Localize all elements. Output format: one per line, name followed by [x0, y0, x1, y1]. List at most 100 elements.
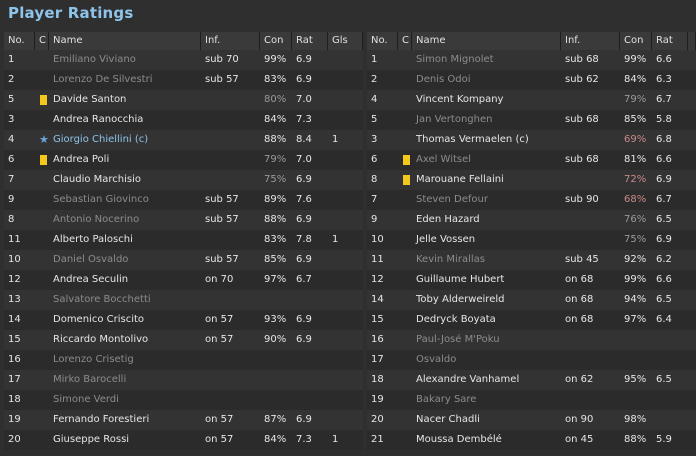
player-name[interactable]: Paul-José M'Poku [416, 334, 500, 345]
header-no[interactable]: No. [367, 32, 398, 50]
player-name[interactable]: Simon Mignolet [416, 54, 494, 65]
player-name[interactable]: Steven Defour [416, 194, 488, 205]
player-row[interactable]: 18 Simone Verdi [4, 390, 363, 410]
header-inf[interactable]: Inf. [201, 32, 260, 50]
player-name[interactable]: Jelle Vossen [416, 234, 476, 245]
player-name[interactable]: Eden Hazard [416, 214, 480, 225]
player-row[interactable]: 2 Denis Odoi sub 62 84% 6.3 [367, 70, 696, 90]
player-row[interactable]: 10 Daniel Osvaldo sub 57 85% 6.9 [4, 250, 363, 270]
player-rating: 7.3 [296, 114, 312, 125]
player-name[interactable]: Dedryck Boyata [416, 314, 496, 325]
player-row[interactable]: 10 Jelle Vossen 75% 6.9 [367, 230, 696, 250]
player-name[interactable]: Denis Odoi [416, 74, 471, 85]
header-con[interactable]: Con [260, 32, 292, 50]
player-name[interactable]: Davide Santon [53, 94, 127, 105]
player-row[interactable]: 17 Mirko Barocelli [4, 370, 363, 390]
player-row[interactable]: 6 Axel Witsel sub 68 81% 6.6 [367, 150, 696, 170]
player-row[interactable]: 12 Andrea Seculin on 70 97% 6.7 [4, 270, 363, 290]
player-name[interactable]: Guillaume Hubert [416, 274, 505, 285]
player-row[interactable]: 7 Claudio Marchisio 75% 6.9 [4, 170, 363, 190]
header-name[interactable]: Name [49, 32, 201, 50]
player-name[interactable]: Mirko Barocelli [53, 374, 127, 385]
player-row[interactable]: 16 Paul-José M'Poku [367, 330, 696, 350]
player-name[interactable]: Antonio Nocerino [53, 214, 140, 225]
player-name[interactable]: Thomas Vermaelen (c) [416, 134, 529, 145]
player-row[interactable]: 14 Toby Alderweireld on 68 94% 6.5 [367, 290, 696, 310]
player-name[interactable]: Moussa Dembélé [416, 434, 502, 445]
player-name[interactable]: Kevin Mirallas [416, 254, 485, 265]
player-name[interactable]: Riccardo Montolivo [53, 334, 149, 345]
header-c[interactable]: C [35, 32, 49, 50]
player-name[interactable]: Bakary Sare [416, 394, 477, 405]
header-c[interactable]: C [398, 32, 412, 50]
player-name[interactable]: Vincent Kompany [416, 94, 504, 105]
player-row[interactable]: 19 Fernando Forestieri on 57 87% 6.9 [4, 410, 363, 430]
player-row[interactable]: 9 Sebastian Giovinco sub 57 89% 7.6 [4, 190, 363, 210]
player-row[interactable]: 9 Eden Hazard 76% 6.5 [367, 210, 696, 230]
player-row[interactable]: 15 Riccardo Montolivo on 57 90% 6.9 [4, 330, 363, 350]
player-row[interactable]: 19 Bakary Sare [367, 390, 696, 410]
player-row[interactable]: 12 Guillaume Hubert on 68 99% 6.6 [367, 270, 696, 290]
player-name[interactable]: Emiliano Viviano [53, 54, 136, 65]
player-name[interactable]: Domenico Criscito [53, 314, 145, 325]
player-name[interactable]: Salvatore Bocchetti [53, 294, 151, 305]
player-name[interactable]: Andrea Poli [53, 154, 110, 165]
player-row[interactable]: 17 Osvaldo [367, 350, 696, 370]
player-row[interactable]: 21 Moussa Dembélé on 45 88% 5.9 [367, 430, 696, 450]
player-name[interactable]: Marouane Fellaini [416, 174, 504, 185]
player-name[interactable]: Giorgio Chiellini (c) [53, 134, 149, 145]
header-con[interactable]: Con [620, 32, 652, 50]
player-name[interactable]: Andrea Ranocchia [53, 114, 144, 125]
player-name[interactable]: Simone Verdi [53, 394, 119, 405]
player-row[interactable]: 13 Salvatore Bocchetti [4, 290, 363, 310]
header-gls[interactable]: Gls [328, 32, 363, 50]
header-rat[interactable]: Rat [652, 32, 688, 50]
player-row[interactable]: 20 Giuseppe Rossi on 57 84% 7.3 1 [4, 430, 363, 450]
player-name[interactable]: Lorenzo De Silvestri [53, 74, 153, 85]
player-name[interactable]: Toby Alderweireld [416, 294, 505, 305]
player-name[interactable]: Giuseppe Rossi [53, 434, 130, 445]
player-goals [328, 390, 363, 410]
player-name[interactable]: Claudio Marchisio [53, 174, 142, 185]
header-gls[interactable] [688, 32, 696, 50]
player-row[interactable]: 4 Vincent Kompany 79% 6.7 [367, 90, 696, 110]
player-row[interactable]: 4 ★ Giorgio Chiellini (c) 88% 8.4 1 [4, 130, 363, 150]
player-row[interactable]: 5 Jan Vertonghen sub 68 85% 5.8 [367, 110, 696, 130]
player-row[interactable]: 7 Steven Defour sub 90 68% 6.7 [367, 190, 696, 210]
player-row[interactable]: 8 Marouane Fellaini 72% 6.9 [367, 170, 696, 190]
player-row[interactable]: 3 Thomas Vermaelen (c) 69% 6.8 [367, 130, 696, 150]
player-influence: on 68 [565, 294, 594, 305]
player-row[interactable]: 3 Andrea Ranocchia 84% 7.3 [4, 110, 363, 130]
player-name[interactable]: Fernando Forestieri [53, 414, 150, 425]
header-rat[interactable]: Rat [292, 32, 328, 50]
player-name[interactable]: Daniel Osvaldo [53, 254, 129, 265]
player-goals [328, 190, 363, 210]
player-condition: 87% [264, 414, 287, 425]
player-row[interactable]: 2 Lorenzo De Silvestri sub 57 83% 6.9 [4, 70, 363, 90]
player-name[interactable]: Axel Witsel [416, 154, 472, 165]
player-row[interactable]: 18 Alexandre Vanhamel on 62 95% 6.5 [367, 370, 696, 390]
player-row[interactable]: 20 Nacer Chadli on 90 98% [367, 410, 696, 430]
player-row[interactable]: 14 Domenico Criscito on 57 93% 6.9 [4, 310, 363, 330]
player-name[interactable]: Sebastian Giovinco [53, 194, 149, 205]
player-name[interactable]: Andrea Seculin [53, 274, 129, 285]
player-row[interactable]: 8 Antonio Nocerino sub 57 88% 6.9 [4, 210, 363, 230]
header-no[interactable]: No. [4, 32, 35, 50]
player-row[interactable]: 11 Kevin Mirallas sub 45 92% 6.2 [367, 250, 696, 270]
player-name[interactable]: Jan Vertonghen [416, 114, 493, 125]
player-name[interactable]: Osvaldo [416, 354, 457, 365]
captain-card-cell [35, 250, 49, 270]
player-row[interactable]: 6 Andrea Poli 79% 7.0 [4, 150, 363, 170]
player-row[interactable]: 15 Dedryck Boyata on 68 97% 6.4 [367, 310, 696, 330]
player-name[interactable]: Nacer Chadli [416, 414, 480, 425]
player-name[interactable]: Alexandre Vanhamel [416, 374, 520, 385]
player-row[interactable]: 1 Simon Mignolet sub 68 99% 6.6 [367, 50, 696, 70]
player-row[interactable]: 11 Alberto Paloschi 83% 7.8 1 [4, 230, 363, 250]
player-name[interactable]: Lorenzo Crisetig [53, 354, 134, 365]
header-name[interactable]: Name [412, 32, 561, 50]
player-row[interactable]: 16 Lorenzo Crisetig [4, 350, 363, 370]
header-inf[interactable]: Inf. [561, 32, 620, 50]
player-row[interactable]: 5 Davide Santon 80% 7.0 [4, 90, 363, 110]
player-row[interactable]: 1 Emiliano Viviano sub 70 99% 6.9 [4, 50, 363, 70]
player-name[interactable]: Alberto Paloschi [53, 234, 133, 245]
